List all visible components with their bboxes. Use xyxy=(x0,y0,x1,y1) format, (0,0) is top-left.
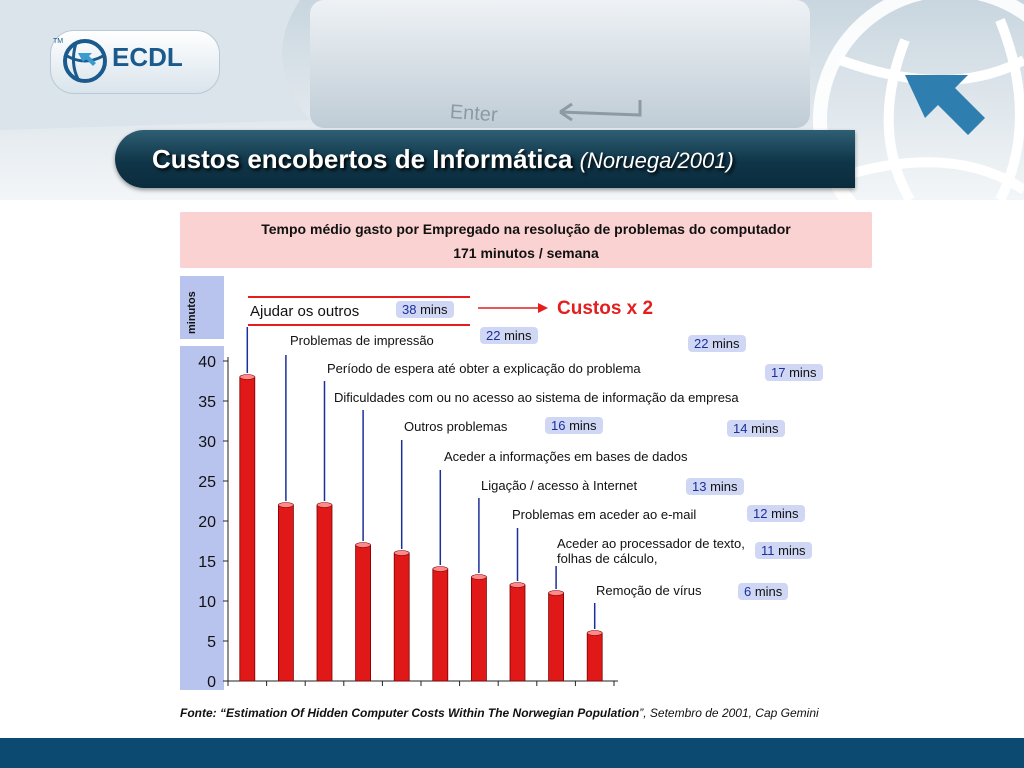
bar xyxy=(432,568,449,682)
category-label: Remoção de vírus xyxy=(596,583,702,598)
source-title: Estimation Of Hidden Computer Costs With… xyxy=(226,706,640,720)
bar-top xyxy=(432,566,449,572)
bar-top xyxy=(471,574,487,580)
y-tick-panel xyxy=(180,346,224,690)
value-unit: mins xyxy=(771,506,799,521)
value-number: 12 xyxy=(753,506,772,521)
value-number: 6 xyxy=(744,584,755,599)
category-label: Aceder a informações em bases de dados xyxy=(444,449,688,464)
y-label-panel xyxy=(180,276,224,339)
value-number: 11 xyxy=(761,543,779,558)
title-bar xyxy=(115,130,855,188)
category-label: Dificuldades com ou no acesso ao sistema… xyxy=(334,390,739,405)
bar xyxy=(586,632,603,682)
page-title-main: Custos encobertos de Informática xyxy=(152,144,573,174)
source-prefix: Fonte: “ xyxy=(180,706,226,720)
summary-line-1: Tempo médio gasto por Empregado na resol… xyxy=(261,221,791,237)
y-tick-label: 0 xyxy=(207,674,216,691)
bar-top xyxy=(355,542,371,548)
y-tick-label: 40 xyxy=(198,354,216,371)
value-badge: 16 mins xyxy=(545,417,603,434)
bar-top xyxy=(393,550,410,556)
value-number: 38 xyxy=(402,302,421,317)
y-tick-label: 10 xyxy=(198,594,216,611)
bar xyxy=(393,552,410,682)
category-label: Ajudar os outros xyxy=(250,303,360,320)
value-badge: 22 mins xyxy=(688,335,746,352)
page-title: Custos encobertos de Informática (Norueg… xyxy=(152,144,734,175)
value-badge: 14 mins xyxy=(727,420,785,437)
value-badge: 13 mins xyxy=(686,478,744,495)
callout-text: Custos x 2 xyxy=(557,298,654,319)
bar-top xyxy=(548,590,564,596)
bar-top xyxy=(316,502,333,508)
bar-top xyxy=(278,502,294,508)
value-badge: 38 mins xyxy=(396,301,454,318)
value-number: 16 xyxy=(551,418,570,433)
value-unit: mins xyxy=(712,336,740,351)
source-suffix: ”, Setembro de 2001, Cap Gemini xyxy=(639,706,819,720)
bar xyxy=(277,504,294,682)
value-unit: mins xyxy=(778,543,806,558)
value-number: 17 xyxy=(771,365,790,380)
y-tick-label: 35 xyxy=(198,394,216,411)
svg-text:Enter: Enter xyxy=(449,101,499,126)
summary-box xyxy=(180,212,872,268)
bar-top xyxy=(509,582,526,588)
bar-top xyxy=(586,630,603,636)
y-tick-label: 20 xyxy=(198,514,216,531)
bar-top xyxy=(239,374,256,380)
logo-trademark: TM xyxy=(53,38,64,45)
category-label: Problemas de impressão xyxy=(290,333,434,348)
source-note: Fonte: “Estimation Of Hidden Computer Co… xyxy=(180,706,819,720)
footer-bar xyxy=(0,738,1024,768)
page-title-subtitle: (Noruega/2001) xyxy=(579,148,734,173)
value-badge: 17 mins xyxy=(765,364,823,381)
bar xyxy=(509,584,526,682)
value-unit: mins xyxy=(504,328,532,343)
bar xyxy=(548,592,564,682)
bar xyxy=(470,576,487,682)
y-tick-label: 15 xyxy=(198,554,216,571)
value-number: 14 xyxy=(733,421,752,436)
bar xyxy=(239,376,256,682)
value-badge: 11 mins xyxy=(755,542,812,559)
globe-icon xyxy=(63,39,107,83)
category-label: Outros problemas xyxy=(404,419,508,434)
value-unit: mins xyxy=(789,365,817,380)
value-unit: mins xyxy=(420,302,448,317)
value-badge: 22 mins xyxy=(480,327,538,344)
bar xyxy=(316,504,333,682)
value-number: 22 xyxy=(694,336,713,351)
value-unit: mins xyxy=(710,479,738,494)
bar xyxy=(355,544,372,682)
summary-line-2: 171 minutos / semana xyxy=(453,245,599,261)
value-unit: mins xyxy=(754,584,783,599)
category-label: Período de espera até obter a explicação… xyxy=(327,361,641,376)
category-label: Ligação / acesso à Internet xyxy=(481,478,638,493)
callout-arrow-head xyxy=(538,303,548,313)
y-tick-label: 30 xyxy=(198,434,216,451)
logo-text: ECDL xyxy=(112,42,183,72)
category-label: Aceder ao processador de texto, folhas d… xyxy=(557,536,745,566)
value-badge: 12 mins xyxy=(747,505,805,522)
category-label: Problemas em aceder ao e-mail xyxy=(512,507,697,522)
value-badge: 6 mins xyxy=(738,583,789,600)
y-tick-label: 25 xyxy=(198,474,216,491)
value-unit: mins xyxy=(751,421,779,436)
y-tick-label: 5 xyxy=(207,634,216,651)
value-number: 13 xyxy=(692,479,711,494)
value-unit: mins xyxy=(569,418,597,433)
value-number: 22 xyxy=(486,328,505,343)
